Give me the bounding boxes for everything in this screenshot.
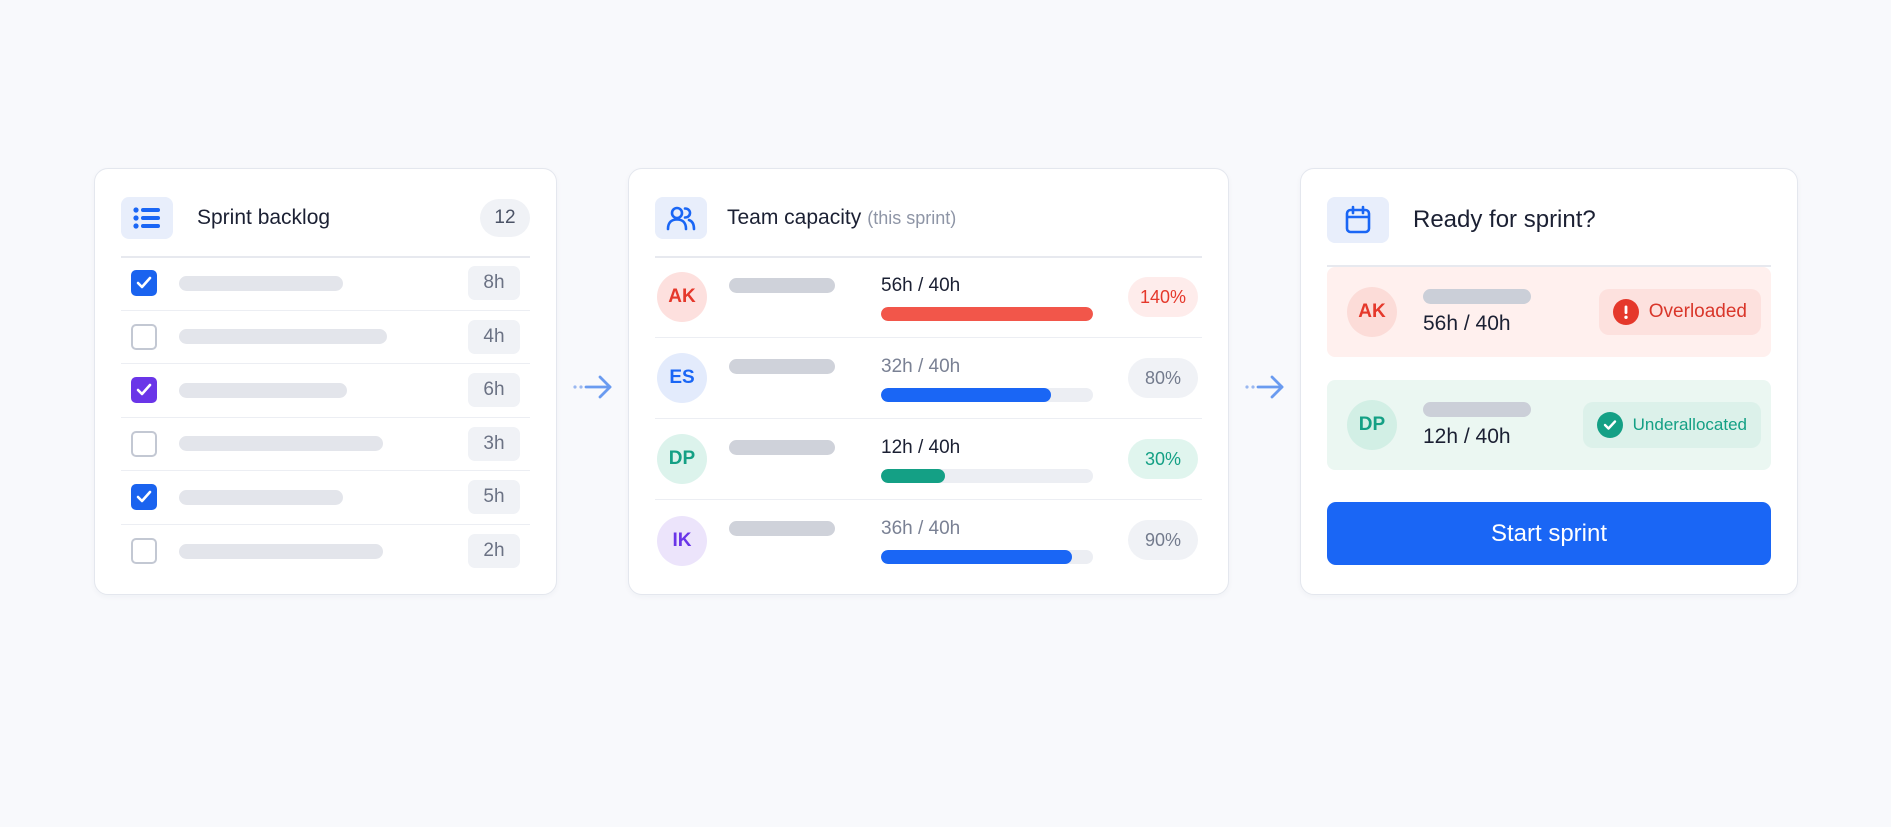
- task-title-placeholder: [179, 489, 343, 505]
- users-icon: [655, 197, 707, 239]
- avatar: ES: [657, 353, 707, 403]
- header-divider: [655, 256, 1202, 258]
- task-title-placeholder: [179, 382, 347, 398]
- task-hours: 3h: [468, 426, 520, 461]
- sprint-backlog-title: Sprint backlog: [197, 206, 331, 229]
- capacity-percent: 30%: [1128, 439, 1198, 479]
- arrow-right-icon: [1245, 375, 1284, 399]
- team-capacity-subtitle: (this sprint): [867, 207, 957, 228]
- capacity-list: AK 56h / 40h 140% ES 32h / 40h 80% DP: [655, 257, 1202, 581]
- checkmark-icon: [136, 276, 152, 289]
- status-label: Underallocated: [1632, 415, 1747, 434]
- backlog-item[interactable]: 3h: [121, 418, 530, 471]
- member-row: IK 36h / 40h 90%: [655, 500, 1202, 581]
- team-capacity-header: Team capacity (this sprint): [655, 195, 1202, 241]
- checkmark-icon: [136, 383, 152, 396]
- member-name-placeholder: [1423, 401, 1531, 417]
- capacity-bar: [881, 550, 1093, 564]
- avatar: AK: [1347, 287, 1397, 337]
- task-checkbox[interactable]: [131, 430, 157, 457]
- avatar: AK: [657, 272, 707, 322]
- member-name-placeholder: [729, 440, 835, 455]
- task-title-placeholder: [179, 329, 387, 345]
- member-name-placeholder: [729, 359, 835, 374]
- member-row: DP 12h / 40h 30%: [655, 419, 1202, 500]
- task-checkbox[interactable]: [131, 484, 157, 511]
- underallocated-alert: DP 12h / 40h Underallocated: [1327, 380, 1771, 470]
- avatar: DP: [657, 434, 707, 484]
- checkmark-icon: [136, 490, 152, 503]
- start-sprint-button[interactable]: Start sprint: [1327, 502, 1771, 565]
- team-capacity-card: Team capacity (this sprint) AK 56h / 40h…: [628, 168, 1229, 595]
- task-hours: 8h: [468, 266, 520, 301]
- task-checkbox[interactable]: [131, 538, 157, 565]
- list-icon: [121, 197, 173, 239]
- team-capacity-title: Team capacity: [727, 206, 862, 229]
- overloaded-status: Overloaded: [1598, 289, 1761, 335]
- avatar: IK: [657, 515, 707, 566]
- member-name-placeholder: [729, 278, 835, 293]
- backlog-item[interactable]: 5h: [121, 471, 530, 525]
- status-label: Overloaded: [1648, 301, 1747, 322]
- capacity-bar-fill: [881, 469, 945, 483]
- sprint-backlog-header: Sprint backlog 12: [121, 195, 530, 241]
- capacity-bar: [881, 388, 1093, 402]
- backlog-item[interactable]: 2h: [121, 525, 530, 579]
- task-checkbox[interactable]: [131, 270, 157, 297]
- task-title-placeholder: [179, 275, 343, 291]
- member-hours: 56h / 40h: [881, 275, 961, 296]
- ready-for-sprint-card: Ready for sprint? AK 56h / 40h Overloade…: [1300, 168, 1798, 595]
- capacity-bar-fill: [881, 388, 1051, 402]
- header-divider: [121, 256, 530, 258]
- task-title-placeholder: [179, 436, 383, 452]
- task-hours: 5h: [468, 480, 520, 515]
- underallocated-status: Underallocated: [1582, 402, 1761, 448]
- ready-header: Ready for sprint?: [1327, 195, 1771, 245]
- member-row: ES 32h / 40h 80%: [655, 338, 1202, 419]
- backlog-item[interactable]: 8h: [121, 257, 530, 311]
- member-row: AK 56h / 40h 140%: [655, 257, 1202, 338]
- backlog-item[interactable]: 6h: [121, 364, 530, 418]
- member-hours: 32h / 40h: [881, 356, 961, 377]
- capacity-percent: 80%: [1128, 358, 1198, 398]
- task-checkbox[interactable]: [131, 323, 157, 350]
- arrow-right-icon: [573, 375, 612, 399]
- capacity-bar-fill: [881, 307, 1093, 321]
- member-hours: 12h / 40h: [1423, 424, 1511, 448]
- check-circle-icon: [1596, 412, 1623, 438]
- task-checkbox[interactable]: [131, 377, 157, 404]
- member-hours: 36h / 40h: [881, 518, 961, 539]
- header-divider: [1327, 265, 1771, 267]
- member-hours: 12h / 40h: [881, 437, 961, 458]
- capacity-percent: 90%: [1128, 520, 1198, 560]
- backlog-count-badge: 12: [480, 199, 530, 237]
- overloaded-alert: AK 56h / 40h Overloaded: [1327, 267, 1771, 357]
- task-hours: 4h: [468, 319, 520, 354]
- member-name-placeholder: [729, 521, 835, 536]
- sprint-backlog-card: Sprint backlog 12 8h 4h 6h 3h: [94, 168, 557, 595]
- task-title-placeholder: [179, 543, 383, 559]
- backlog-list: 8h 4h 6h 3h 5h 2h: [121, 257, 530, 578]
- alert-icon: [1612, 299, 1639, 325]
- capacity-bar: [881, 307, 1093, 321]
- ready-title: Ready for sprint?: [1413, 206, 1596, 233]
- task-hours: 2h: [468, 534, 520, 569]
- avatar: DP: [1347, 400, 1397, 450]
- calendar-icon: [1327, 197, 1389, 243]
- capacity-bar-fill: [881, 550, 1072, 564]
- capacity-percent: 140%: [1128, 277, 1198, 317]
- member-name-placeholder: [1423, 288, 1531, 304]
- task-hours: 6h: [468, 373, 520, 408]
- member-hours: 56h / 40h: [1423, 311, 1511, 335]
- backlog-item[interactable]: 4h: [121, 311, 530, 364]
- capacity-bar: [881, 469, 1093, 483]
